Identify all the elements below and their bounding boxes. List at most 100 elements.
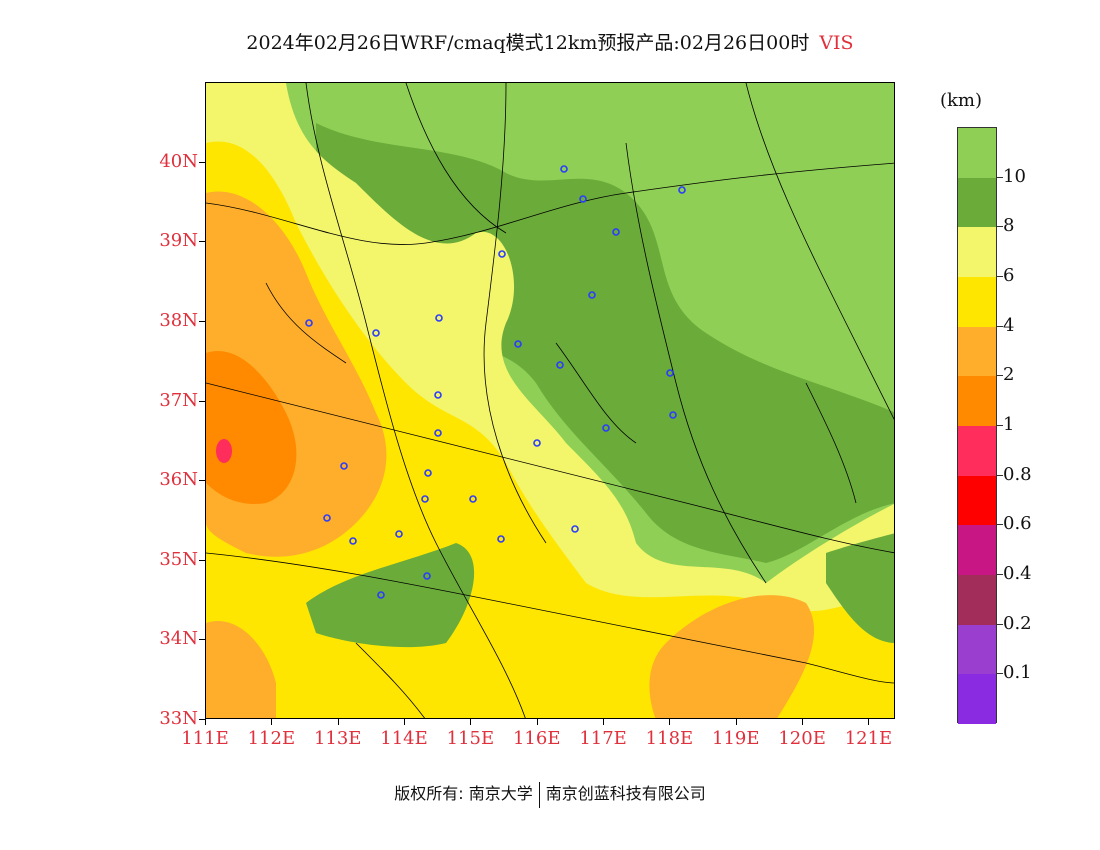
copyright-footer: 版权所有: 南京大学 南京创蓝科技有限公司 [0,780,1100,808]
legend-bin [958,177,996,228]
legend-colorbar [957,127,997,725]
legend-tick [997,276,1003,277]
lon-tick-label: 119E [712,728,760,749]
station-marker [424,469,432,477]
station-marker [421,495,429,503]
station-marker [669,411,677,419]
title-main: 2024年02月26日WRF/cmaq模式12km预报产品:02月26日00时 [246,32,810,54]
legend-tick [997,325,1003,327]
title-variable: VIS [819,32,854,54]
lat-tick-label: 34N [159,628,198,650]
legend-label: 0.6 [1003,513,1032,535]
legend-bin [958,128,996,178]
legend-bin [958,326,996,377]
lon-tick-mark [205,719,206,725]
lon-tick-label: 118E [645,728,694,749]
lon-tick-mark [470,719,472,725]
station-marker [579,195,587,203]
lat-tick-mark [199,559,205,561]
footer-right: 南京创蓝科技有限公司 [545,784,706,803]
legend-tick [997,673,1003,675]
lon-tick-mark [802,719,804,725]
station-marker [678,186,686,194]
station-marker [395,530,403,538]
legend-tick [997,524,1003,526]
field-vis-2-southeast [649,595,814,718]
station-marker [423,572,431,580]
legend-label: 0.4 [1003,563,1032,584]
legend-label: 0.8 [1003,463,1032,485]
station-marker [533,439,541,447]
lat-tick-mark [199,161,205,163]
station-marker [556,361,564,369]
legend-tick [997,623,1003,625]
legend-bin [958,277,996,327]
lat-tick-label: 35N [159,548,198,570]
visibility-map [205,82,895,719]
legend-tick [997,375,1003,377]
station-marker [340,462,348,470]
station-marker [588,291,596,299]
lat-tick-label: 36N [159,469,198,491]
station-marker [323,514,331,522]
lat-tick-label: 39N [159,230,198,252]
legend-tick [997,176,1003,178]
lat-tick-mark [199,480,205,482]
lat-tick-mark [199,320,205,322]
lon-tick-label: 115E [446,728,495,749]
lon-tick-mark [271,719,273,725]
station-marker [560,165,568,173]
lat-tick-label: 37N [159,389,198,411]
lat-tick-mark [199,719,205,720]
legend-tick [997,226,1003,228]
station-marker [434,391,442,399]
lon-tick-label: 116E [512,728,561,749]
field-vis-8-east [826,533,894,643]
station-marker [602,424,610,432]
lon-tick-mark [603,719,605,725]
station-marker [377,591,385,599]
field-vis-8 [316,123,894,563]
footer-separator [538,781,540,808]
station-marker [434,429,442,437]
station-marker [305,319,313,327]
legend-label: 0.1 [1003,662,1032,684]
lon-tick-mark [536,719,538,725]
lon-tick-label: 121E [844,728,893,749]
station-marker [571,525,579,533]
legend-bin [958,575,996,625]
legend-tick [997,574,1003,575]
legend-bin [958,227,996,278]
station-marker [372,329,380,337]
station-marker [349,537,357,545]
station-marker [514,340,522,348]
admin-boundaries [206,83,894,718]
lon-tick-label: 111E [181,728,229,749]
lon-tick-label: 113E [313,728,362,749]
lon-tick-mark [337,719,339,725]
lon-tick-label: 120E [778,728,826,749]
legend-bin [958,624,996,675]
legend-label: 2 [1003,364,1015,386]
station-marker [498,250,506,258]
legend-label: 0.2 [1003,612,1032,634]
field-vis-2-southwest [206,621,276,718]
legend-bin [958,674,996,725]
legend-label: 8 [1003,215,1015,237]
legend-bin [958,475,996,526]
lon-tick-label: 112E [247,728,296,749]
legend-bin [958,376,996,427]
legend-label: 4 [1003,314,1015,336]
legend-unit: (km) [940,90,983,111]
station-marker [497,535,505,543]
station-marker [666,369,674,377]
station-marker [469,495,477,503]
lat-tick-label: 33N [159,708,198,729]
lon-tick-mark [868,719,870,725]
map-title: 2024年02月26日WRF/cmaq模式12km预报产品:02月26日00时 V… [0,28,1100,55]
field-vis-8-south [306,543,475,648]
legend-tick [997,425,1003,426]
lon-tick-mark [669,719,671,725]
station-marker [435,314,443,322]
legend-bin [958,426,996,476]
